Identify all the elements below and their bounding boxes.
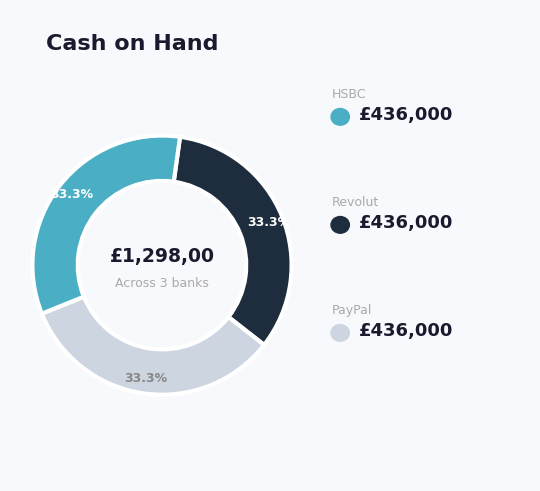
Text: 33.3%: 33.3% <box>125 372 167 385</box>
Wedge shape <box>32 136 180 314</box>
Text: 33.3%: 33.3% <box>247 216 290 229</box>
Text: £436,000: £436,000 <box>359 107 454 124</box>
Text: £436,000: £436,000 <box>359 215 454 232</box>
Wedge shape <box>42 297 264 395</box>
Text: 33.3%: 33.3% <box>50 188 93 201</box>
Text: Cash on Hand: Cash on Hand <box>46 34 218 55</box>
Text: HSBC: HSBC <box>332 88 367 101</box>
Text: Across 3 banks: Across 3 banks <box>115 277 209 290</box>
Text: Revolut: Revolut <box>332 196 380 209</box>
Text: £1,298,00: £1,298,00 <box>110 246 214 266</box>
Wedge shape <box>174 137 292 345</box>
Text: PayPal: PayPal <box>332 304 373 317</box>
Text: £436,000: £436,000 <box>359 323 454 340</box>
